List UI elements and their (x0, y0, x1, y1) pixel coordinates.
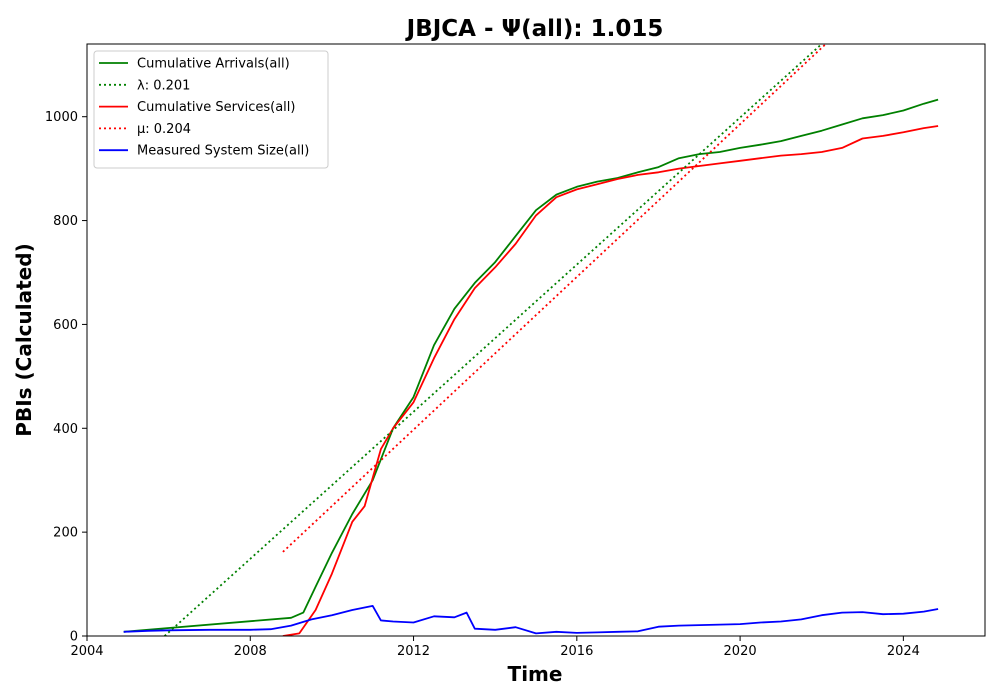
legend-label: Cumulative Services(all) (137, 100, 295, 115)
chart-title: JBJCA - Ψ(all): 1.015 (405, 16, 664, 42)
x-tick-label: 2020 (724, 644, 757, 659)
y-tick-label: 600 (53, 318, 78, 333)
x-tick-label: 2012 (397, 644, 430, 659)
y-tick-label: 0 (70, 630, 78, 645)
y-axis: 0 200 400 600 800 1000 (45, 110, 87, 645)
legend-label: Cumulative Arrivals(all) (137, 57, 290, 72)
legend-label: Measured System Size(all) (137, 144, 309, 159)
legend-box (93, 50, 329, 169)
y-axis-label: PBIs (Calculated) (12, 243, 36, 436)
y-tick-label: 1000 (45, 110, 78, 125)
x-tick-label: 2004 (70, 644, 103, 659)
series-line-1 (282, 125, 939, 636)
legend-label: μ: 0.204 (137, 122, 191, 137)
y-tick-label: 800 (53, 214, 78, 229)
y-tick-label: 200 (53, 526, 78, 541)
series-line-0 (123, 98, 939, 633)
plot-frame (86, 43, 986, 637)
x-tick-label: 2016 (560, 644, 593, 659)
x-axis: 2004 2008 2012 2016 2020 2024 (70, 636, 920, 659)
series-line-2 (123, 605, 939, 635)
x-axis-label: Time (508, 662, 563, 686)
x-tick-label: 2024 (887, 644, 920, 659)
series-line-4 (282, 44, 827, 553)
x-tick-label: 2008 (234, 644, 267, 659)
series-group (123, 44, 939, 636)
y-tick-label: 400 (53, 422, 78, 437)
legend-label: λ: 0.201 (137, 78, 190, 93)
legend: Cumulative Arrivals(all) λ: 0.201 Cumulati… (93, 50, 329, 169)
plot-area (123, 44, 939, 636)
